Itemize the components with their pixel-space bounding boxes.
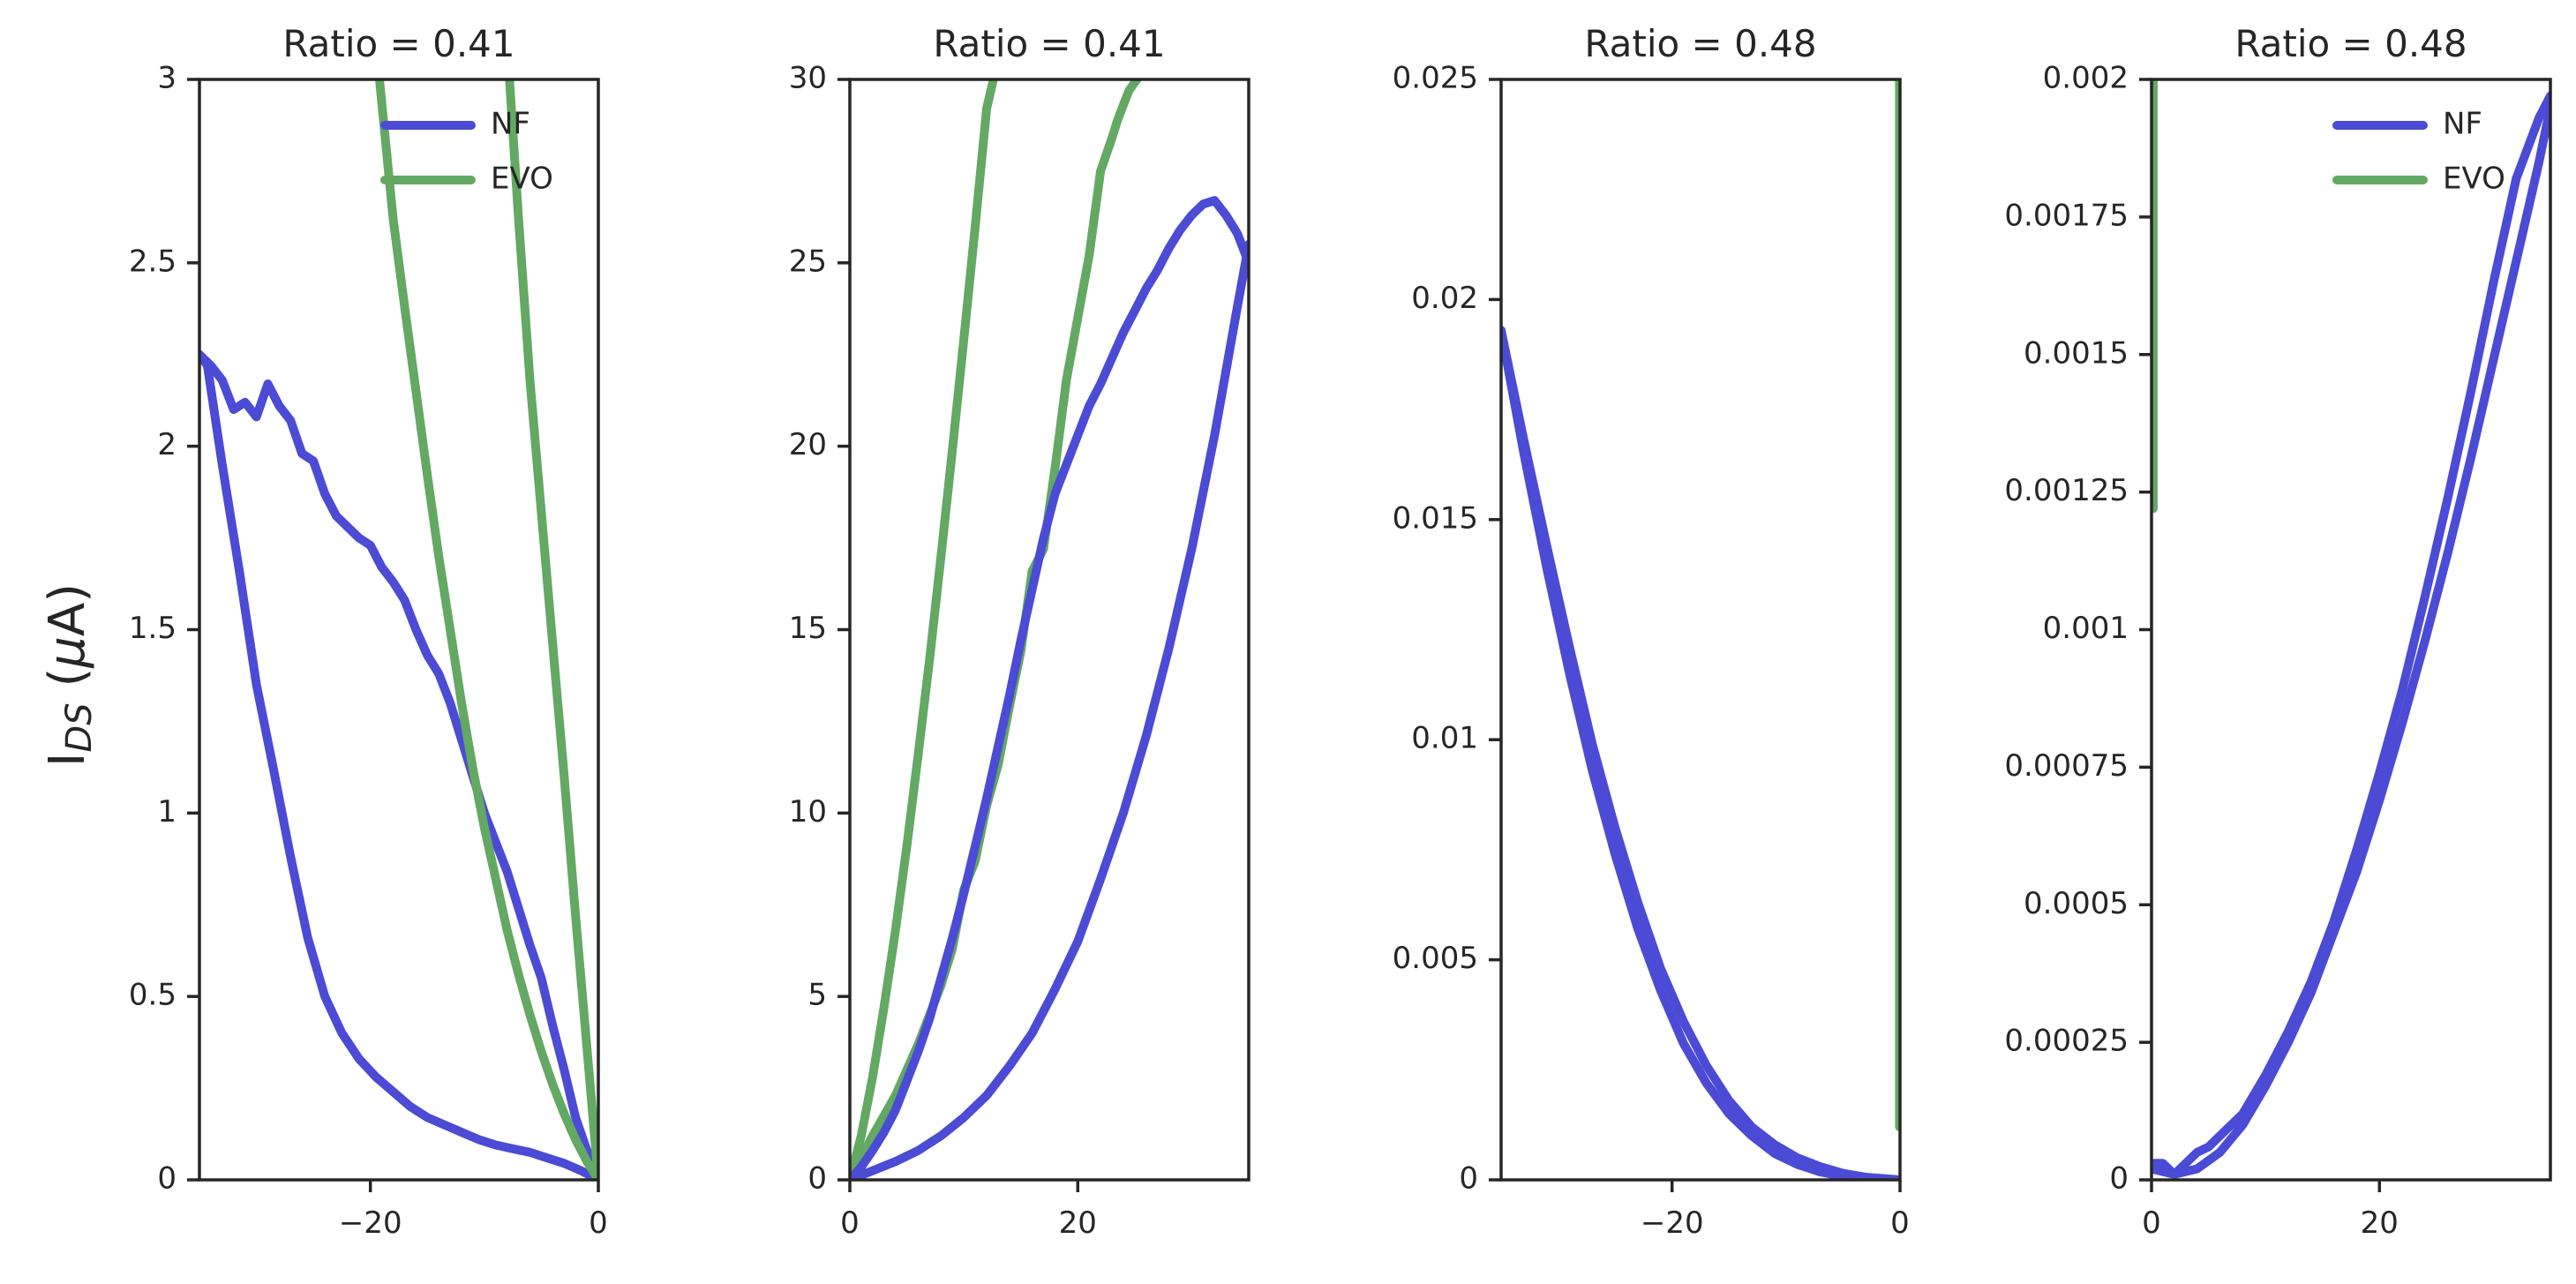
series-group (199, 79, 598, 1180)
y-tick-label: 0.002 (2043, 61, 2129, 96)
legend-label-evo: EVO (2443, 161, 2505, 197)
y-tick-label: 30 (789, 61, 827, 96)
y-tick-label: 0 (2109, 1161, 2129, 1197)
series-group (2152, 79, 2550, 1179)
panel-1: 0 0.5 1 1.5 2 2.5 3 −20 0 Ratio = 0.41 NF EVO (129, 22, 608, 1241)
y-tick-label: 0.0005 (2024, 886, 2129, 921)
y-tick-label: 2 (157, 427, 176, 462)
series-line-nf-3 (850, 196, 1249, 1180)
y-tick-label: 0.015 (1393, 500, 1478, 536)
series-line-nf-1 (2152, 91, 2550, 1179)
legend: NF EVO (2332, 107, 2505, 197)
y-tick-label: 5 (807, 978, 827, 1013)
series-group (1501, 79, 1900, 1180)
legend-label-evo: EVO (491, 161, 553, 197)
panel-title: Ratio = 0.41 (933, 22, 1165, 65)
series-line-nf-2 (2152, 102, 2550, 1179)
axes-frame (848, 78, 1250, 1182)
panel-2: 0 5 10 15 20 25 30 0 20 Ratio = 0.41 (789, 22, 1250, 1241)
x-tick-label: 20 (1059, 1205, 1097, 1241)
legend: NF EVO (380, 107, 553, 197)
y-tick-label: 0.00075 (2004, 748, 2129, 784)
y-tick-label: 0.005 (1393, 941, 1478, 976)
y-tick-label: 15 (789, 611, 827, 646)
axes-frame (1499, 78, 1902, 1182)
series-line-evo-4 (505, 79, 598, 1180)
y-tick-label: 0.00025 (2004, 1024, 2129, 1059)
y-tick-label: 0.00175 (2004, 198, 2129, 233)
y-tick-label: 0.5 (129, 978, 176, 1013)
y-tick-label: 0.001 (2043, 611, 2129, 646)
series-line-nf-4 (850, 240, 1249, 1180)
series-line-nf-2 (199, 349, 598, 1180)
y-tick-label: 0.00125 (2004, 473, 2129, 508)
x-tick-label: 0 (2142, 1205, 2161, 1241)
panel-title: Ratio = 0.48 (2234, 22, 2467, 65)
x-tick-label: −20 (339, 1205, 402, 1241)
series-line-evo-2 (850, 79, 1142, 1180)
x-tick-label: 0 (1890, 1205, 1910, 1241)
series-line-evo-1 (850, 79, 998, 1180)
axes-frame (2150, 78, 2552, 1182)
y-tick-label: 0.0015 (2024, 335, 2129, 371)
y-tick-label: 1.5 (129, 611, 176, 646)
y-axis-label: IDS (μA) (39, 583, 100, 767)
y-tick-label: 0.02 (1411, 281, 1478, 316)
x-tick-label: 0 (840, 1205, 860, 1241)
y-tick-label: 25 (789, 244, 827, 279)
x-tick-label: 20 (2361, 1205, 2399, 1241)
panel-title: Ratio = 0.41 (282, 22, 514, 65)
y-tick-label: 0 (157, 1161, 176, 1197)
y-tick-label: 0 (1459, 1161, 1478, 1197)
legend-label-nf: NF (491, 107, 530, 142)
y-tick-label: 2.5 (129, 244, 176, 279)
series-group (850, 79, 1249, 1180)
series-line-evo-3 (375, 79, 598, 1180)
y-tick-label: 0.01 (1411, 721, 1478, 756)
y-tick-label: 3 (157, 61, 176, 96)
y-tick-label: 0 (807, 1161, 827, 1197)
x-tick-label: 0 (589, 1205, 608, 1241)
legend-label-nf: NF (2443, 107, 2482, 142)
panel-3: 0 0.005 0.01 0.015 0.02 0.025 −20 0 Ratio = 0.48 (1393, 22, 1910, 1241)
y-tick-label: 0.025 (1393, 61, 1478, 96)
panel-title: Ratio = 0.48 (1584, 22, 1816, 65)
panel-4: 0 0.00025 0.0005 0.00075 0.001 0.00125 0.0015 0… (2004, 22, 2552, 1241)
y-tick-label: 20 (789, 427, 827, 462)
y-tick-label: 10 (789, 794, 827, 830)
series-line-nf-1 (199, 349, 598, 1180)
x-tick-label: −20 (1641, 1205, 1704, 1241)
y-tick-label: 1 (157, 794, 176, 830)
series-line-nf-2 (1501, 326, 1900, 1180)
